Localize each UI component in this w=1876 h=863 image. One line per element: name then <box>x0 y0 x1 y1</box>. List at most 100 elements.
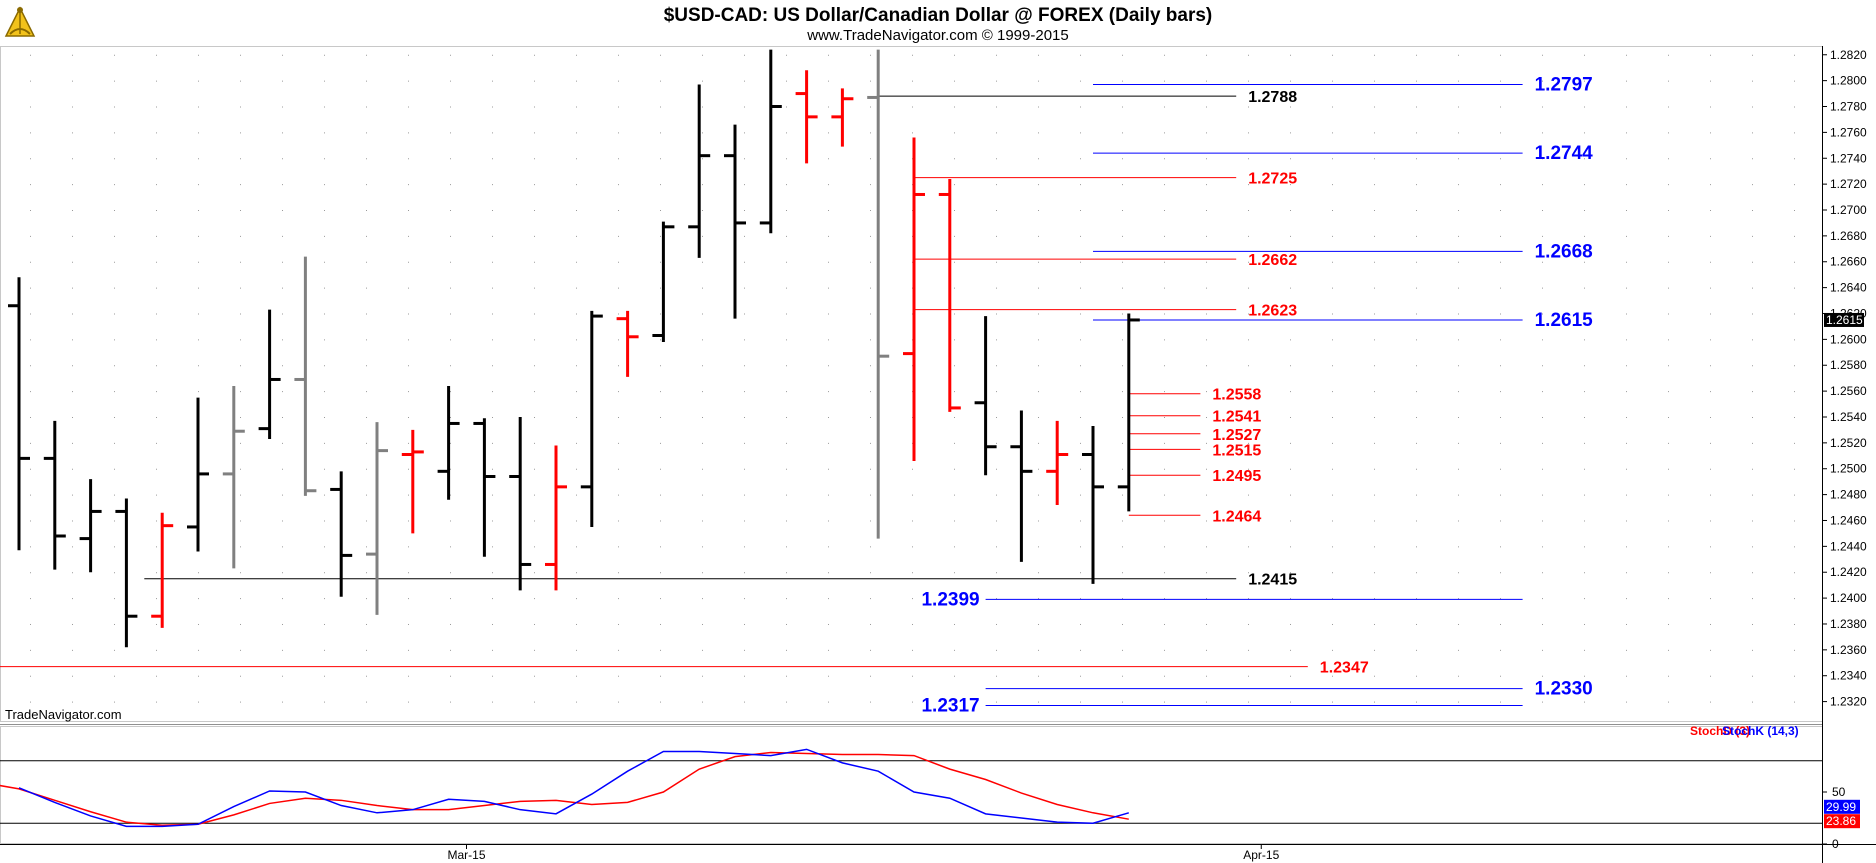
grid-dot <box>1710 649 1711 651</box>
grid-dot <box>282 416 283 418</box>
grid-dot <box>72 494 73 496</box>
grid-dot <box>450 623 451 625</box>
grid-dot <box>282 235 283 237</box>
grid-dot <box>954 598 955 600</box>
grid-dot <box>1626 80 1627 82</box>
grid-dot <box>702 184 703 186</box>
grid-dot <box>1290 210 1291 212</box>
grid-dot <box>1164 416 1165 418</box>
grid-dot <box>408 649 409 651</box>
grid-dot <box>954 416 955 418</box>
grid-dot <box>1500 365 1501 367</box>
grid-dot <box>198 287 199 289</box>
grid-dot <box>1206 365 1207 367</box>
grid-dot <box>1752 520 1753 522</box>
grid-dot <box>702 468 703 470</box>
grid-dot <box>1248 649 1249 651</box>
grid-dot <box>324 442 325 444</box>
grid-dot <box>1290 623 1291 625</box>
grid-dot <box>1794 468 1795 470</box>
grid-dot <box>996 287 997 289</box>
grid-dot <box>1752 210 1753 212</box>
y-tick-label: 1.2560 <box>1830 384 1867 398</box>
grid-dot <box>492 701 493 703</box>
grid-dot <box>408 546 409 548</box>
grid-dot <box>1626 468 1627 470</box>
grid-dot <box>114 158 115 160</box>
grid-dot <box>240 494 241 496</box>
grid-dot <box>1668 158 1669 160</box>
grid-dot <box>1668 494 1669 496</box>
grid-dot <box>870 675 871 677</box>
grid-dot <box>1584 494 1585 496</box>
grid-dot <box>450 184 451 186</box>
grid-dot <box>1122 210 1123 212</box>
grid-dot <box>156 598 157 600</box>
grid-dot <box>1794 158 1795 160</box>
grid-dot <box>954 158 955 160</box>
grid-dot <box>1038 572 1039 574</box>
grid-dot <box>198 365 199 367</box>
grid-dot <box>954 235 955 237</box>
grid-dot <box>240 701 241 703</box>
grid-dot <box>240 442 241 444</box>
grid-dot <box>72 210 73 212</box>
grid-dot <box>324 261 325 263</box>
grid-dot <box>618 287 619 289</box>
grid-dot <box>1710 210 1711 212</box>
grid-dot <box>702 572 703 574</box>
grid-dot <box>408 468 409 470</box>
grid-dot <box>324 339 325 341</box>
grid-dot <box>408 339 409 341</box>
grid-dot <box>618 520 619 522</box>
grid-dot <box>618 391 619 393</box>
grid-dot <box>72 391 73 393</box>
grid-dot <box>408 54 409 56</box>
grid-dot <box>156 106 157 108</box>
grid-dot <box>1290 649 1291 651</box>
grid-dot <box>1290 416 1291 418</box>
grid-dot <box>1038 313 1039 315</box>
grid-dot <box>660 391 661 393</box>
grid-dot <box>1248 494 1249 496</box>
y-tick-label: 1.2580 <box>1830 358 1867 372</box>
grid-dot <box>996 623 997 625</box>
grid-dot <box>1584 701 1585 703</box>
grid-dot <box>1080 598 1081 600</box>
grid-dot <box>618 623 619 625</box>
grid-dot <box>366 546 367 548</box>
grid-dot <box>156 494 157 496</box>
grid-dot <box>1416 287 1417 289</box>
grid-dot <box>534 106 535 108</box>
level-label: 1.2330 <box>1535 679 1593 700</box>
grid-dot <box>156 675 157 677</box>
grid-dot <box>1500 80 1501 82</box>
grid-dot <box>534 442 535 444</box>
grid-dot <box>1668 339 1669 341</box>
grid-dot <box>576 54 577 56</box>
grid-dot <box>1332 572 1333 574</box>
grid-dot <box>72 598 73 600</box>
grid-dot <box>618 675 619 677</box>
grid-dot <box>1668 313 1669 315</box>
grid-dot <box>1794 80 1795 82</box>
grid-dot <box>576 313 577 315</box>
grid-dot <box>366 80 367 82</box>
grid-dot <box>828 184 829 186</box>
grid-dot <box>30 416 31 418</box>
grid-dot <box>1122 80 1123 82</box>
grid-dot <box>198 623 199 625</box>
grid-dot <box>1500 106 1501 108</box>
grid-dot <box>156 468 157 470</box>
grid-dot <box>1206 494 1207 496</box>
grid-dot <box>702 598 703 600</box>
grid-dot <box>1374 598 1375 600</box>
grid-dot <box>156 287 157 289</box>
grid-dot <box>1752 442 1753 444</box>
grid-dot <box>1416 184 1417 186</box>
grid-dot <box>1542 520 1543 522</box>
grid-dot <box>1542 365 1543 367</box>
grid-dot <box>366 339 367 341</box>
grid-dot <box>744 106 745 108</box>
chart-subtitle: www.TradeNavigator.com © 1999-2015 <box>806 27 1068 44</box>
